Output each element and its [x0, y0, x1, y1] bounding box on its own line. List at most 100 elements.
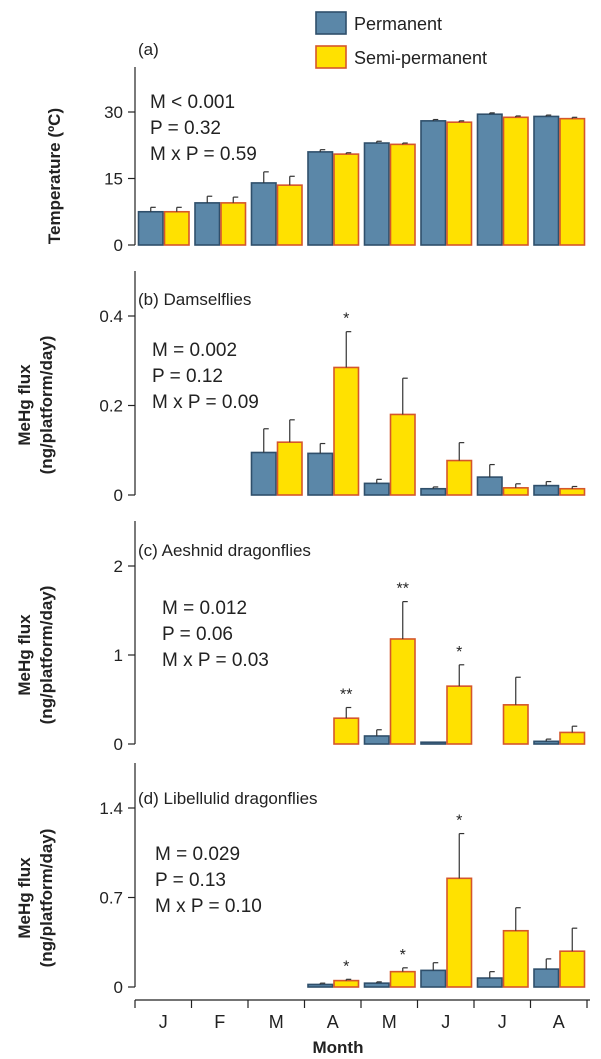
- panel-c-bar: [333, 717, 360, 745]
- panel-c-significance-marker: **: [340, 687, 352, 704]
- panel-b-y-tick-label: 0: [114, 486, 123, 505]
- x-tick-label: A: [553, 1012, 565, 1032]
- panel-b-bar: [446, 459, 473, 496]
- panel-d-bar: [363, 982, 390, 988]
- panel-b-bar: [333, 366, 360, 496]
- panel-a-bar: [476, 113, 503, 246]
- panel-a-bar: [220, 202, 247, 246]
- panel-a-stat-2: P = 0.32: [150, 118, 221, 139]
- panel-c-bar: [533, 740, 560, 745]
- panel-b-bar: [559, 487, 586, 496]
- panel-c-y-label-2: (ng/platform/day): [37, 586, 56, 725]
- panel-a-bar: [194, 202, 221, 246]
- panel-a-bar: [137, 210, 164, 246]
- panel-c-title: (c) Aeshnid dragonflies: [138, 541, 311, 560]
- panel-b: MeHg flux (ng/platform/day) (b) Damselfl…: [15, 271, 586, 505]
- panel-a-stat-3: M x P = 0.59: [150, 144, 257, 165]
- panel-c-bar: [363, 735, 390, 745]
- panel-c: MeHg flux (ng/platform/day) (c) Aeshnid …: [15, 521, 586, 754]
- panel-d-significance-marker: *: [343, 958, 349, 975]
- panel-a-stat-1: M < 0.001: [150, 92, 235, 113]
- panel-d-y-label-1: MeHg flux: [15, 857, 34, 939]
- panel-d-y-tick-label: 0.7: [99, 889, 123, 908]
- panel-c-stat-3: M x P = 0.03: [162, 650, 269, 671]
- panel-d-y-label-2: (ng/platform/day): [37, 829, 56, 968]
- panel-d-title: (d) Libellulid dragonflies: [138, 789, 318, 808]
- panel-a-y-label: Temperature (ºC): [45, 108, 64, 244]
- panel-b-stat-3: M x P = 0.09: [152, 392, 259, 413]
- panel-b-y-label-1: MeHg flux: [15, 364, 34, 446]
- panel-c-stat-1: M = 0.012: [162, 598, 247, 619]
- panel-d-bar: [559, 950, 586, 988]
- panel-d-bar: [533, 968, 560, 988]
- panel-d-significance-marker: *: [456, 813, 462, 830]
- legend-label-permanent: Permanent: [354, 14, 442, 34]
- panel-d-stat-3: M x P = 0.10: [155, 896, 262, 917]
- panel-c-stat-2: P = 0.06: [162, 624, 233, 645]
- panel-b-bar: [363, 482, 390, 496]
- panel-c-bar: [446, 685, 473, 745]
- panel-c-y-tick-label: 2: [114, 557, 123, 576]
- panel-a-y-tick-label: 0: [114, 236, 123, 255]
- panel-b-y-label-2: (ng/platform/day): [37, 336, 56, 475]
- panel-b-bar: [250, 451, 277, 496]
- x-tick-label: J: [498, 1012, 507, 1032]
- legend: Permanent Semi-permanent: [315, 11, 487, 69]
- panel-a-bar: [307, 151, 334, 246]
- panel-a-bar: [363, 142, 390, 246]
- panel-c-y-tick-label: 1: [114, 646, 123, 665]
- panel-a-bar: [502, 116, 529, 246]
- panel-d-bar: [502, 929, 529, 988]
- legend-label-semi-permanent: Semi-permanent: [354, 48, 487, 68]
- panel-c-significance-marker: **: [397, 581, 409, 598]
- panel-d-significance-marker: *: [400, 947, 406, 964]
- panel-d-bar: [420, 969, 447, 988]
- panel-c-y-tick-label: 0: [114, 735, 123, 754]
- panel-c-bar: [502, 704, 529, 745]
- panel-a-bar: [250, 182, 277, 246]
- panel-b-y-tick-label: 0.4: [99, 307, 123, 326]
- panel-b-bar: [307, 452, 334, 496]
- x-tick-label: F: [214, 1012, 225, 1032]
- panel-a-bar: [420, 120, 447, 246]
- x-tick-label: J: [441, 1012, 450, 1032]
- x-tick-label: A: [327, 1012, 339, 1032]
- panel-a-bar: [276, 184, 303, 246]
- panel-b-bar: [502, 487, 529, 496]
- panel-d-y-tick-label: 1.4: [99, 799, 123, 818]
- panel-d-bar: [307, 983, 334, 988]
- panel-b-stat-1: M = 0.002: [152, 340, 237, 361]
- legend-swatch-semi-permanent: [315, 45, 347, 69]
- panel-d-bar: [333, 979, 360, 988]
- panel-c-bar: [420, 741, 447, 745]
- panel-b-bar: [276, 441, 303, 496]
- panel-a-bar: [333, 153, 360, 246]
- panel-d-stat-2: P = 0.13: [155, 870, 226, 891]
- x-tick-label: M: [382, 1012, 397, 1032]
- panel-b-y-tick-label: 0.2: [99, 397, 123, 416]
- legend-swatch-permanent: [315, 11, 347, 35]
- panel-b-title: (b) Damselflies: [138, 290, 251, 309]
- panel-a-bar: [163, 210, 190, 246]
- x-tick-label: J: [159, 1012, 168, 1032]
- panel-a-y-tick-label: 15: [104, 170, 123, 189]
- panel-a-bar: [446, 121, 473, 246]
- panel-b-significance-marker: *: [343, 311, 349, 328]
- x-tick-label: M: [269, 1012, 284, 1032]
- panel-b-bar: [389, 413, 416, 496]
- panel-c-bar: [389, 638, 416, 745]
- panel-c-significance-marker: *: [456, 644, 462, 661]
- panel-d-bar: [389, 970, 416, 988]
- panel-c-bar: [559, 731, 586, 745]
- panel-a-bar: [559, 117, 586, 246]
- panel-a-title: (a): [138, 40, 159, 59]
- panel-a-y-tick-label: 30: [104, 103, 123, 122]
- panel-c-y-label-1: MeHg flux: [15, 614, 34, 696]
- panel-b-bar: [420, 487, 447, 496]
- panel-b-bar: [476, 476, 503, 496]
- panel-a: Temperature (ºC) (a) M < 0.001 P = 0.32 …: [45, 40, 586, 255]
- panel-b-stat-2: P = 0.12: [152, 366, 223, 387]
- x-axis-title: Month: [313, 1038, 364, 1057]
